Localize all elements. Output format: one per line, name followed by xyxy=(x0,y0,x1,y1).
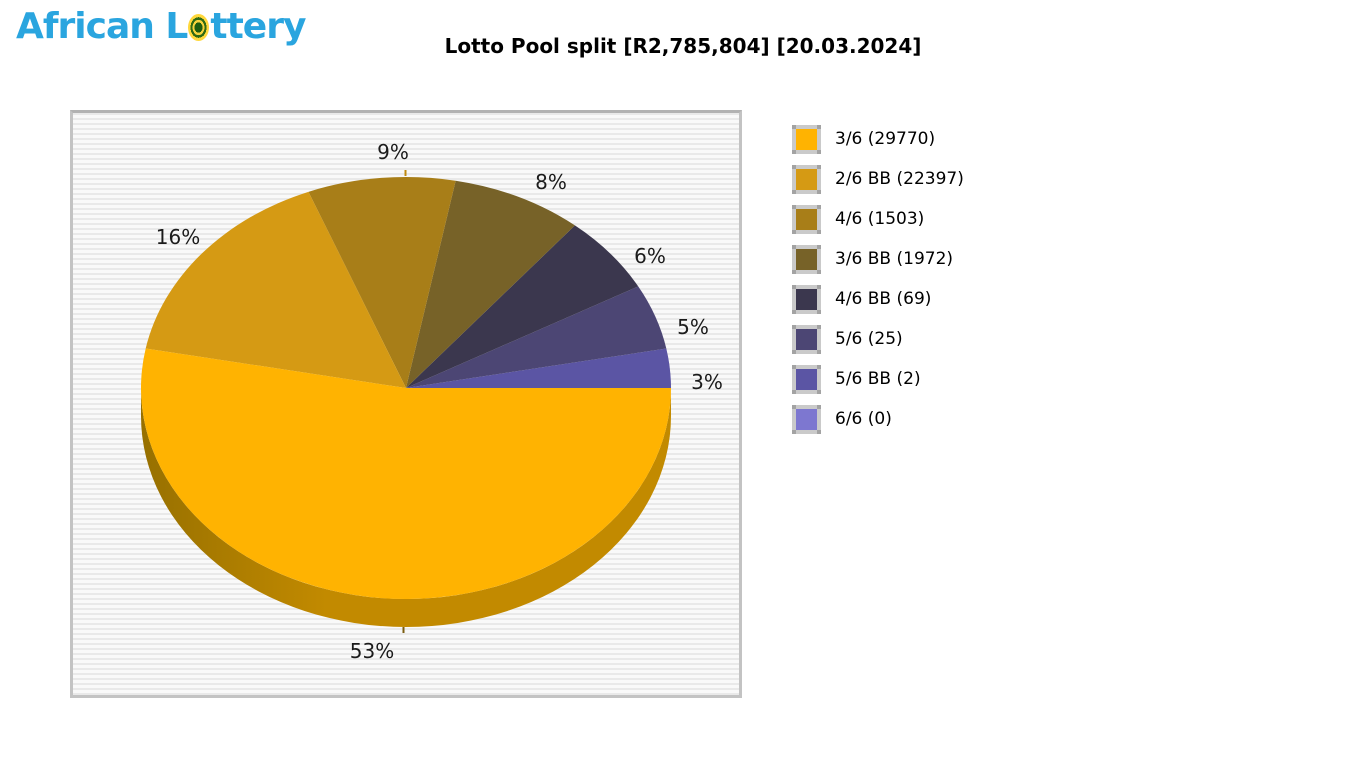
legend-label: 4/6 BB (69) xyxy=(835,289,932,309)
logo-text-left: African L xyxy=(16,6,188,47)
pie-slice-label: 5% xyxy=(677,315,709,339)
legend-color-swatch xyxy=(796,328,817,350)
pie-slice-label: 9% xyxy=(377,140,409,164)
legend-label: 5/6 BB (2) xyxy=(835,369,921,389)
pie-slice-4-6 xyxy=(308,177,456,388)
pie-top-tick xyxy=(404,170,407,176)
pie-slice-4-6-bb xyxy=(406,225,639,388)
legend-swatch-frame xyxy=(792,404,821,434)
chart-legend: 3/6 (29770) 2/6 BB (22397) 4/6 (1503) 3/6 B… xyxy=(792,119,964,439)
legend-label: 3/6 BB (1972) xyxy=(835,249,954,269)
pie-slice-5-6-bb xyxy=(406,348,671,388)
legend-item-3-6: 3/6 (29770) xyxy=(792,119,964,159)
pie-slice-label: 3% xyxy=(691,370,723,394)
legend-color-swatch xyxy=(796,168,817,190)
lotto-ball-icon xyxy=(188,14,210,41)
legend-item-4-6-bb: 4/6 BB (69) xyxy=(792,279,964,319)
legend-swatch-frame xyxy=(792,204,821,234)
pie-bottom-tick xyxy=(402,627,405,633)
legend-color-swatch xyxy=(796,128,817,150)
pie-slice-2-6-bb xyxy=(145,191,406,388)
legend-label: 3/6 (29770) xyxy=(835,129,936,149)
pie-slice-label: 16% xyxy=(155,225,201,249)
legend-swatch-frame xyxy=(792,324,821,354)
pie-slice-3-6 xyxy=(140,348,671,600)
legend-item-6-6: 6/6 (0) xyxy=(792,399,964,439)
legend-label: 2/6 BB (22397) xyxy=(835,169,964,189)
legend-swatch-frame xyxy=(792,244,821,274)
logo-text-right: ttery xyxy=(210,6,306,47)
legend-swatch-frame xyxy=(792,164,821,194)
legend-item-4-6: 4/6 (1503) xyxy=(792,199,964,239)
legend-color-swatch xyxy=(796,368,817,390)
african-lottery-logo: African L ttery xyxy=(16,6,306,47)
legend-item-3-6-bb: 3/6 BB (1972) xyxy=(792,239,964,279)
legend-label: 5/6 (25) xyxy=(835,329,903,349)
legend-color-swatch xyxy=(796,288,817,310)
legend-color-swatch xyxy=(796,408,817,430)
pie-slice-label: 8% xyxy=(535,170,567,194)
legend-swatch-frame xyxy=(792,124,821,154)
pie-slice-label: 53% xyxy=(349,639,395,663)
legend-color-swatch xyxy=(796,208,817,230)
pie-slice-label: 6% xyxy=(634,244,666,268)
legend-color-swatch xyxy=(796,248,817,270)
legend-label: 4/6 (1503) xyxy=(835,209,925,229)
legend-label: 6/6 (0) xyxy=(835,409,892,429)
legend-item-5-6: 5/6 (25) xyxy=(792,319,964,359)
legend-swatch-frame xyxy=(792,364,821,394)
legend-swatch-frame xyxy=(792,284,821,314)
page-title: Lotto Pool split [R2,785,804] [20.03.202… xyxy=(444,34,922,58)
pie-slice-3-6-bb xyxy=(406,180,575,388)
legend-item-2-6-bb: 2/6 BB (22397) xyxy=(792,159,964,199)
legend-item-5-6-bb: 5/6 BB (2) xyxy=(792,359,964,399)
pie-slice-5-6 xyxy=(406,286,667,388)
